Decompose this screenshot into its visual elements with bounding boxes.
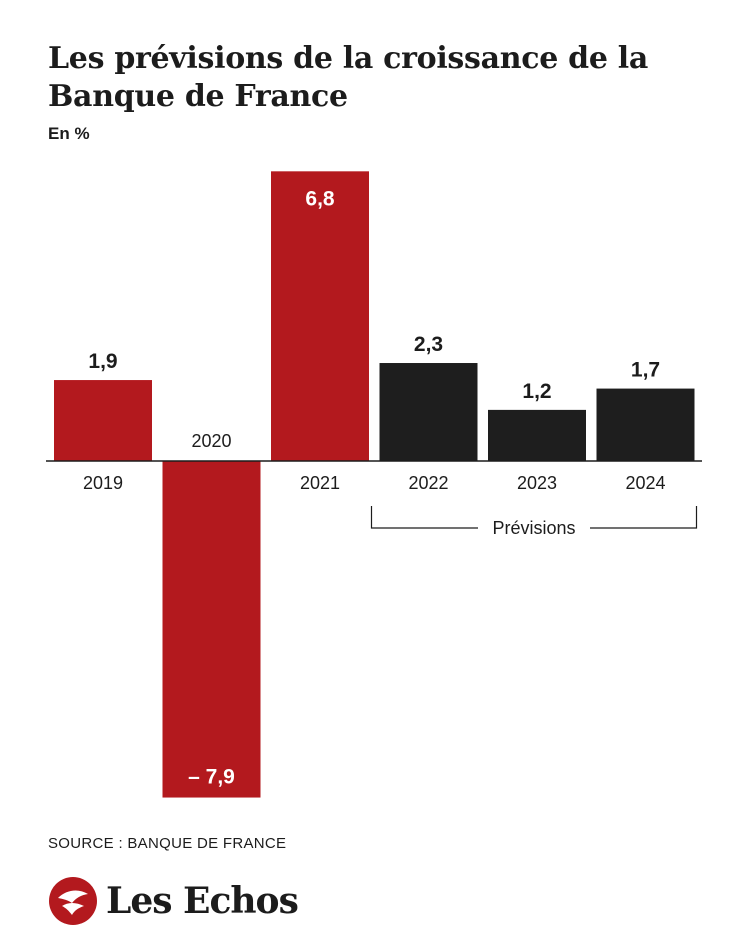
bar-chart: 1,9 2019 – 7,9 2020 6,8 2021 2,3 2022 1,2 2023 1,7… xyxy=(46,171,702,798)
category-label-2021: 2021 xyxy=(300,473,340,493)
source-note: SOURCE : BANQUE DE FRANCE xyxy=(48,835,287,852)
forecast-bracket-right xyxy=(590,506,698,529)
bar-2023 xyxy=(488,409,586,461)
bar-2024 xyxy=(596,388,695,461)
les-echos-emblem-icon xyxy=(49,877,97,925)
value-label-2022: 2,3 xyxy=(414,333,443,356)
bar-2020 xyxy=(162,461,261,798)
bar-2022 xyxy=(379,363,478,461)
value-label-2023: 1,2 xyxy=(522,380,551,403)
bar-2021 xyxy=(271,171,369,461)
category-label-2022: 2022 xyxy=(408,473,448,493)
category-label-2023: 2023 xyxy=(517,473,557,493)
brand-name: Les Echos xyxy=(106,880,299,922)
bar-2019 xyxy=(54,380,152,461)
value-label-2020: – 7,9 xyxy=(188,766,235,789)
category-label-2024: 2024 xyxy=(625,473,665,493)
value-label-2021: 6,8 xyxy=(305,187,335,210)
chart-subtitle: En % xyxy=(48,124,90,143)
value-label-2024: 1,7 xyxy=(631,359,660,382)
forecast-bracket-left xyxy=(370,506,478,529)
chart-title: Les prévisions de la croissance de la Ba… xyxy=(48,41,648,114)
value-label-2019: 1,9 xyxy=(88,350,117,373)
category-label-2020: 2020 xyxy=(191,431,231,451)
forecast-label: Prévisions xyxy=(492,518,575,538)
category-label-2019: 2019 xyxy=(83,473,123,493)
